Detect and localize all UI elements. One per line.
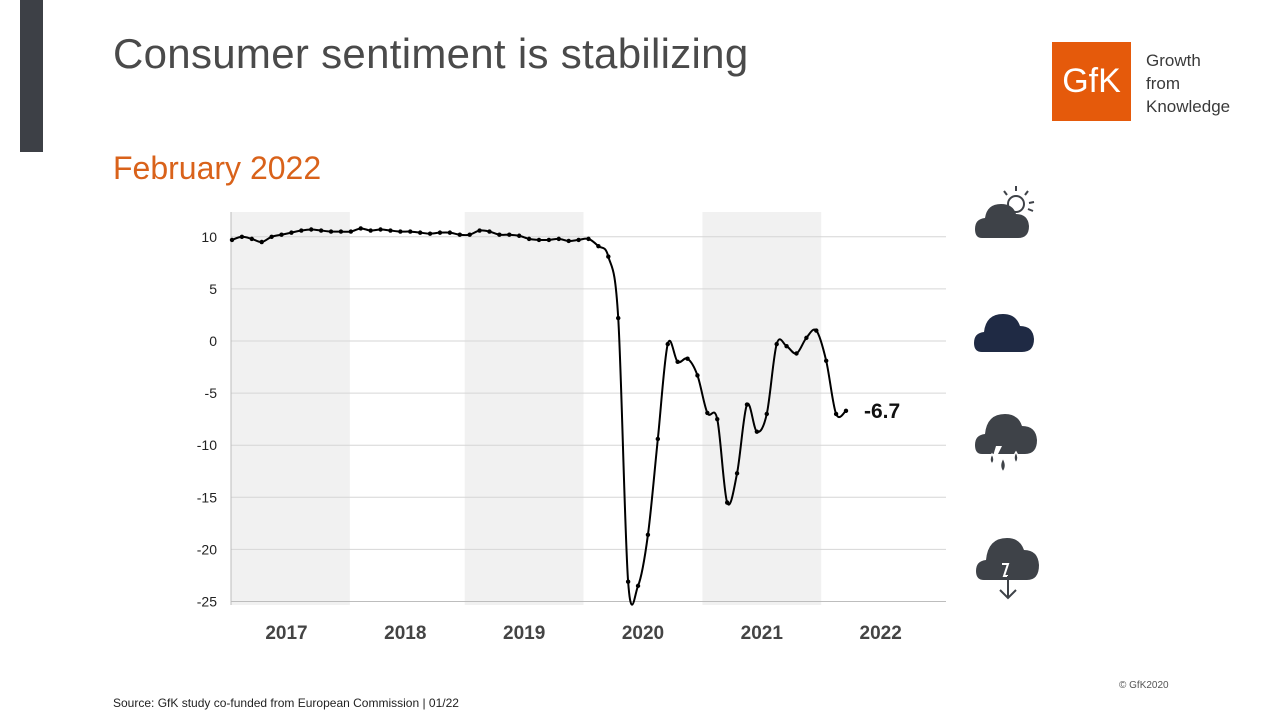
data-point (764, 411, 769, 417)
data-point (744, 402, 750, 407)
data-point (398, 229, 403, 234)
data-point (427, 231, 433, 236)
data-point (576, 237, 581, 243)
data-point (635, 583, 641, 589)
copyright: © GfK2020 (1119, 680, 1169, 691)
data-point (467, 232, 472, 237)
y-tick-label: -20 (197, 541, 217, 557)
tagline-line: from (1146, 74, 1180, 93)
data-point (408, 229, 413, 234)
data-point (546, 237, 552, 243)
data-point (507, 232, 512, 237)
data-point (823, 358, 829, 363)
data-point (309, 227, 314, 232)
source-note: Source: GfK study co-funded from Europea… (113, 696, 459, 710)
data-point (804, 335, 809, 341)
y-tick-label: 10 (201, 229, 217, 245)
data-point (269, 234, 274, 239)
tagline-line: Knowledge (1146, 97, 1231, 116)
data-point (655, 436, 661, 442)
data-point (229, 237, 235, 243)
data-point (328, 229, 334, 234)
x-year-label: 2019 (503, 623, 545, 644)
year-band (464, 212, 584, 605)
data-point (616, 315, 621, 321)
data-point (358, 226, 363, 231)
data-point (734, 471, 740, 476)
data-point (526, 236, 532, 242)
data-point (378, 227, 383, 232)
data-point (556, 236, 562, 242)
cloud-icon (974, 314, 1034, 352)
data-point (289, 230, 294, 235)
end-value-label: -6.7 (864, 400, 900, 423)
data-point (606, 254, 611, 259)
x-year-label: 2018 (384, 623, 426, 644)
data-point (665, 341, 670, 347)
data-point (724, 500, 730, 505)
data-point (259, 239, 264, 245)
data-point (279, 232, 284, 237)
data-point (774, 341, 779, 347)
data-point (318, 228, 324, 233)
data-point (705, 410, 710, 416)
data-point (437, 230, 443, 235)
data-point (596, 243, 601, 249)
data-point (487, 229, 492, 234)
data-point (457, 232, 462, 237)
y-tick-label: -5 (205, 385, 218, 401)
data-point (645, 532, 651, 538)
y-tick-label: -10 (197, 437, 217, 453)
data-point (338, 229, 344, 234)
storm-cloud-down-icon (976, 538, 1039, 600)
data-point (516, 233, 522, 238)
y-tick-label: -15 (197, 489, 217, 505)
page-title: Consumer sentiment is stabilizing (113, 30, 749, 77)
data-point (388, 228, 393, 233)
data-point (833, 411, 839, 417)
y-tick-label: 0 (209, 333, 217, 349)
data-point (685, 356, 690, 361)
data-point (814, 328, 819, 333)
tagline-line: Growth (1146, 51, 1201, 70)
data-point (348, 229, 354, 234)
data-point (695, 373, 700, 378)
data-point (368, 228, 373, 233)
data-point (794, 351, 799, 356)
data-point (417, 230, 423, 235)
x-year-label: 2017 (265, 623, 307, 644)
data-point (477, 228, 482, 233)
chart-subtitle: February 2022 (113, 150, 322, 186)
data-point (536, 237, 542, 243)
year-band (231, 212, 350, 605)
data-point (754, 429, 760, 434)
x-year-label: 2021 (741, 623, 784, 644)
data-point (843, 408, 849, 414)
data-point (715, 416, 720, 422)
gfk-logo: GfK (1052, 42, 1131, 121)
data-point (566, 238, 571, 244)
logo-tagline: Growth from Knowledge (1146, 49, 1230, 118)
data-point (447, 230, 453, 235)
year-band (702, 212, 822, 605)
data-point (239, 234, 245, 239)
data-point (675, 359, 680, 365)
sun-behind-cloud-icon (975, 186, 1035, 238)
x-year-label: 2022 (860, 623, 902, 644)
data-point (249, 236, 255, 242)
data-point (299, 228, 304, 233)
data-point (784, 344, 789, 349)
y-tick-label: 5 (209, 281, 217, 297)
rain-cloud-icon (975, 414, 1037, 474)
data-point (497, 232, 502, 237)
side-accent-bar (20, 0, 43, 152)
data-point (586, 236, 591, 242)
data-point (625, 579, 631, 584)
y-tick-label: -25 (197, 594, 217, 610)
x-year-label: 2020 (622, 623, 664, 644)
